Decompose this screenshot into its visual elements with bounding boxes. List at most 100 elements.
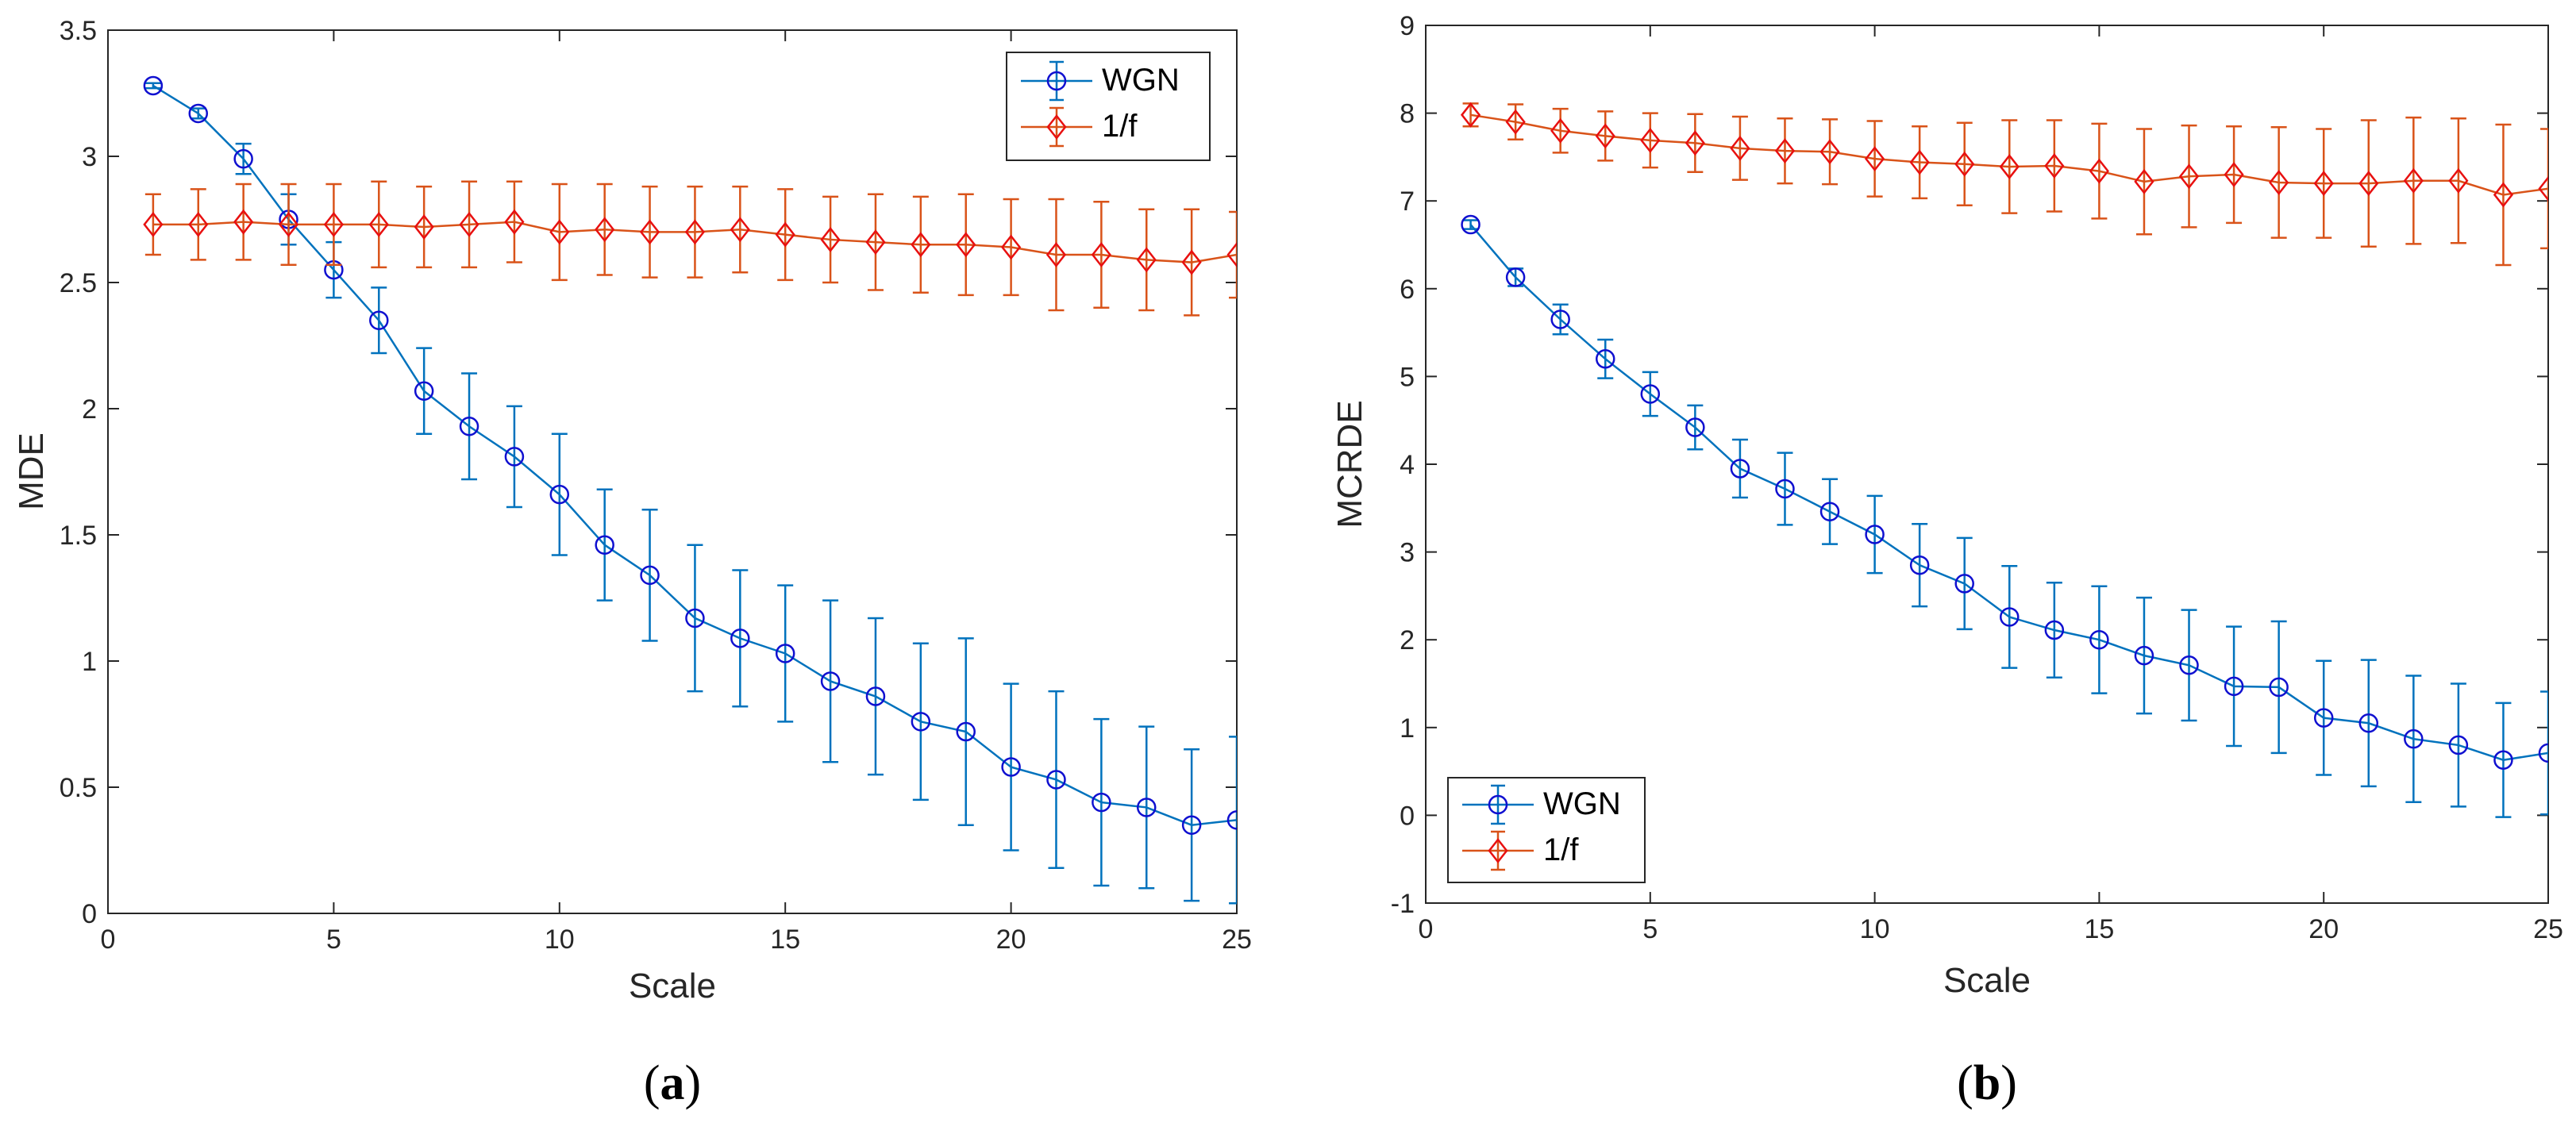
chart-b-legend-label-1f: 1/f (1543, 832, 1579, 867)
chart-a-1f-point (1091, 241, 1111, 268)
chart-a-wgn-point (775, 644, 795, 663)
chart-a-1f-point (323, 211, 344, 237)
chart-b-legend-box (1447, 777, 1646, 883)
chart-a-1f-point (414, 214, 434, 240)
chart-b-xtick-label: 15 (2084, 914, 2114, 944)
chart-b-ytick-label: 4 (1400, 450, 1415, 480)
chart-b-wgn-point (2224, 676, 2244, 697)
chart-a-xtick-label: 5 (326, 924, 341, 955)
chart-a-wgn-point (1001, 757, 1021, 777)
chart-a-1f-point (865, 229, 886, 256)
chart-a-wgn-point (1136, 798, 1157, 817)
chart-a-wgn-point (459, 417, 479, 436)
chart-b-wgn-point (1909, 555, 1930, 575)
chart-a-xtick-label: 15 (770, 924, 800, 955)
chart-b-1f-point (2313, 171, 2334, 197)
chart-b-wgn-line (1469, 224, 2548, 762)
chart-a-1f-point (595, 217, 615, 243)
chart-a-wgn-point (956, 721, 976, 742)
chart-b-1f-point (2134, 168, 2154, 194)
chart-a-wgn-point (188, 103, 209, 124)
chart-b-1f-point (2358, 171, 2379, 197)
chart-a-series-1f (143, 180, 1237, 317)
chart-a-caption-open: ( (644, 1056, 660, 1110)
chart-a-plot-area (107, 29, 1238, 914)
chart-b-xtick-label: 0 (1419, 914, 1434, 944)
chart-a-legend-label-1f: 1/f (1102, 109, 1138, 144)
chart-a-1f-point (1181, 249, 1202, 275)
chart-b-ytick-label: 6 (1400, 275, 1415, 305)
chart-a-legend-marker-1f (1046, 113, 1067, 140)
chart-a-wgn-point (595, 535, 614, 555)
chart-b-1f-point (2538, 175, 2548, 202)
chart-a-wgn-point (911, 712, 931, 732)
chart-b-1f-point (2044, 152, 2065, 179)
chart-a-1f-point (1226, 241, 1237, 268)
chart-b-wgn-point (1775, 479, 1795, 499)
chart-b-xtick-label: 5 (1642, 914, 1658, 944)
chart-a-wgn-point (730, 629, 750, 648)
chart-b-1f-point (1909, 149, 1930, 175)
chart-b-1f-point (2224, 161, 2244, 188)
chart-b-wgn-point (1505, 267, 1526, 287)
chart-b-xtick-label: 10 (1860, 914, 1890, 944)
chart-a-xtick-label: 10 (545, 924, 575, 955)
chart-b-wgn-point (1461, 214, 1481, 235)
chart-b-caption: (b) (1957, 1056, 2017, 1110)
chart-b-1f-point (2493, 182, 2514, 208)
chart-b-wgn-point (1640, 384, 1661, 404)
chart-a-ytick-label: 3 (82, 142, 97, 172)
chart-a-1f-point (504, 209, 525, 235)
chart-a-1f-point (956, 232, 976, 258)
chart-a-wgn-point (865, 686, 886, 706)
chart-a-xtick-label: 20 (996, 924, 1026, 955)
chart-a-ytick-label: 0.5 (60, 773, 97, 803)
chart-a-wgn-point (369, 310, 389, 330)
chart-b-1f-point (1774, 138, 1796, 164)
chart-b-wgn-point (2404, 728, 2424, 749)
chart-a-xtick-label: 25 (1222, 924, 1252, 955)
chart-b-ytick-label: 9 (1400, 11, 1415, 41)
chart-b-ylabel: MCRDE (1330, 400, 1369, 528)
chart-a-series-wgn (143, 75, 1237, 905)
chart-b-wgn-point (1595, 349, 1615, 369)
chart-a-wgn-point (640, 565, 660, 586)
chart-b-1f-point (2269, 169, 2289, 195)
chart-a-legend-marker-wgn (1046, 71, 1067, 91)
chart-a-ticks: 0 5 10 15 20 25 0 0.5 1 1.5 2 2.5 3 3.5 (60, 16, 1252, 955)
chart-b-wgn-point (2538, 743, 2548, 763)
chart-a-wgn-point (143, 75, 164, 96)
chart-a-legend: WGN 1/f (1006, 52, 1211, 161)
chart-a-wgn-point (549, 484, 570, 505)
chart-a-1f-point (1136, 247, 1157, 273)
chart-b-wgn-point (2269, 677, 2289, 698)
chart-b-wgn-point (1550, 309, 1570, 329)
chart-b-ytick-label: 3 (1400, 538, 1415, 568)
chart-b-ytick-label: 1 (1400, 713, 1415, 744)
chart-a-wgn-point (1226, 810, 1237, 830)
chart-a-1f-point (639, 219, 660, 245)
chart-a-1f-point (820, 226, 841, 252)
chart-b-1f-point (2178, 163, 2200, 190)
chart-b-wgn-point (2493, 750, 2513, 770)
chart-a-wgn-point (233, 148, 253, 169)
chart-b-wgn-point (2000, 607, 2020, 627)
chart-b-xtick-label: 20 (2308, 914, 2339, 944)
chart-b-ytick-label: 2 (1400, 625, 1415, 655)
chart-b-1f-point (2448, 167, 2469, 194)
chart-a-1f-point (143, 211, 164, 237)
chart-a-1f-point (1001, 234, 1022, 260)
chart-a-caption-close: ) (685, 1056, 702, 1110)
chart-a-1f-point (368, 211, 389, 237)
chart-b-wgn-point (1685, 417, 1705, 437)
chart-b-legend: WGN 1/f (1447, 777, 1646, 883)
chart-a-wgn-point (820, 671, 841, 691)
chart-a-ytick-label: 2.5 (60, 268, 97, 298)
chart-a-wgn-point (504, 447, 525, 467)
chart-b-1f-point (1640, 127, 1661, 153)
chart-b-ytick-label: 5 (1400, 362, 1415, 392)
chart-a-wgn-line (152, 84, 1237, 826)
chart-b-wgn-point (2313, 708, 2334, 728)
